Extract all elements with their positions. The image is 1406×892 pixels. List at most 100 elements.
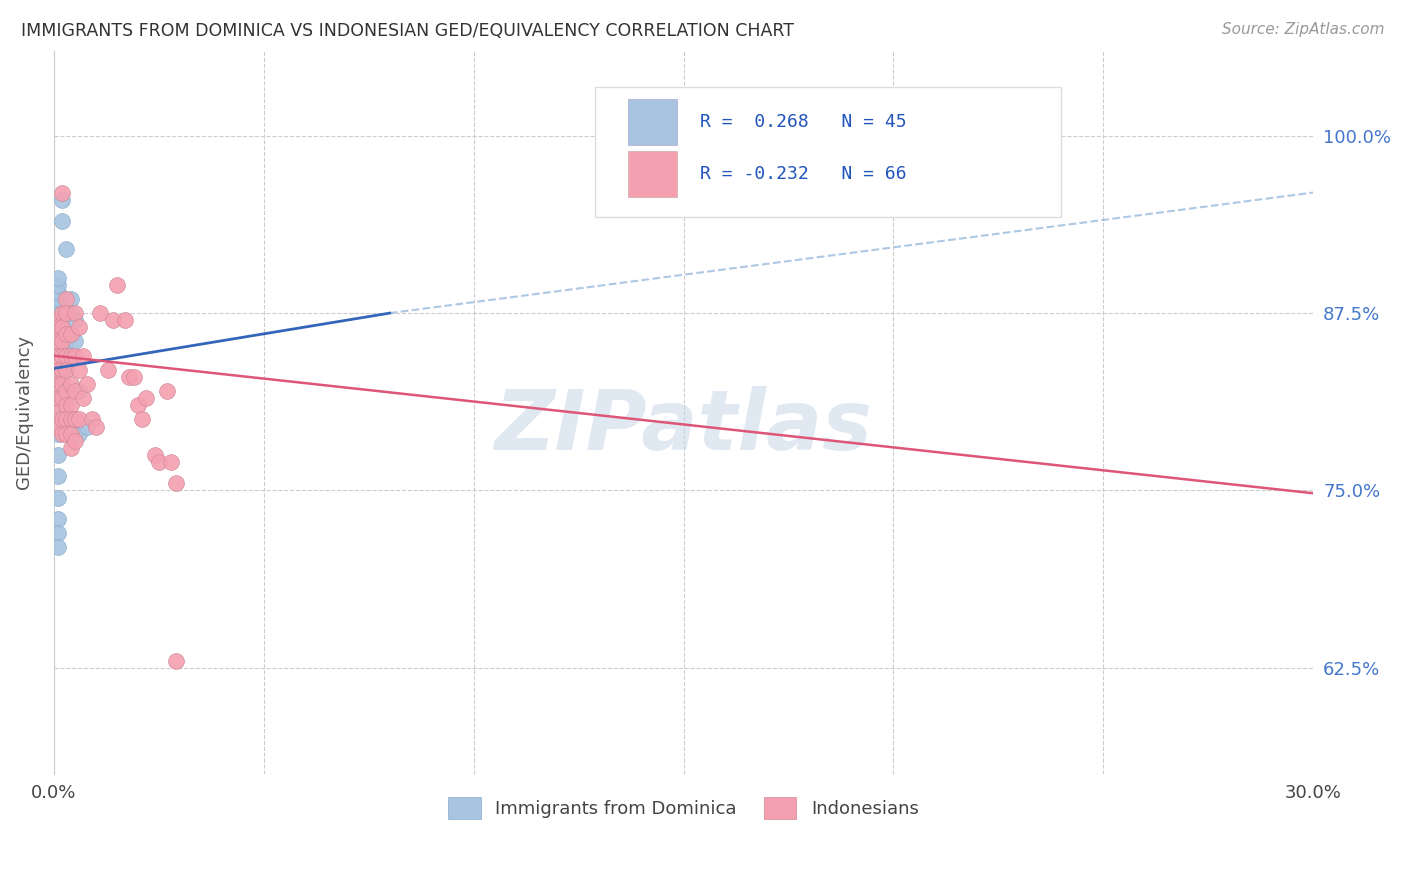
- Point: [59, 441, 82, 455]
- Point: [51, 363, 73, 377]
- Point: [46, 448, 69, 462]
- FancyBboxPatch shape: [595, 87, 1062, 217]
- Point: [46, 313, 69, 327]
- Point: [160, 455, 183, 469]
- Point: [59, 426, 82, 441]
- Point: [51, 377, 73, 392]
- Point: [59, 377, 82, 392]
- Point: [63, 313, 86, 327]
- Point: [55, 334, 77, 349]
- Point: [148, 455, 170, 469]
- Point: [46, 540, 69, 554]
- Point: [67, 412, 90, 426]
- Point: [51, 214, 73, 228]
- Point: [59, 349, 82, 363]
- Point: [55, 412, 77, 426]
- Point: [51, 349, 73, 363]
- Point: [59, 292, 82, 306]
- Point: [55, 384, 77, 398]
- Point: [122, 370, 145, 384]
- Text: ZIPatlas: ZIPatlas: [495, 386, 873, 467]
- Point: [51, 306, 73, 320]
- Point: [55, 306, 77, 320]
- Point: [55, 306, 77, 320]
- Point: [46, 469, 69, 483]
- Point: [55, 426, 77, 441]
- Point: [67, 384, 90, 398]
- Point: [55, 342, 77, 356]
- Point: [46, 412, 69, 426]
- Point: [72, 349, 94, 363]
- Point: [46, 306, 69, 320]
- Point: [55, 363, 77, 377]
- Point: [101, 313, 124, 327]
- Text: R = -0.232   N = 66: R = -0.232 N = 66: [700, 165, 907, 183]
- Point: [51, 363, 73, 377]
- Point: [76, 419, 98, 434]
- Point: [51, 334, 73, 349]
- Point: [114, 313, 136, 327]
- Point: [127, 398, 149, 412]
- Point: [46, 491, 69, 505]
- Point: [76, 377, 98, 392]
- Text: IMMIGRANTS FROM DOMINICA VS INDONESIAN GED/EQUIVALENCY CORRELATION CHART: IMMIGRANTS FROM DOMINICA VS INDONESIAN G…: [21, 22, 794, 40]
- Point: [165, 476, 187, 491]
- Point: [51, 356, 73, 370]
- Point: [59, 327, 82, 342]
- Point: [63, 434, 86, 448]
- Point: [67, 320, 90, 334]
- FancyBboxPatch shape: [628, 151, 678, 197]
- Point: [169, 823, 191, 838]
- Point: [46, 270, 69, 285]
- Point: [59, 398, 82, 412]
- Point: [80, 412, 103, 426]
- Point: [46, 426, 69, 441]
- Text: R =  0.268   N = 45: R = 0.268 N = 45: [700, 113, 907, 131]
- Point: [46, 363, 69, 377]
- Point: [46, 292, 69, 306]
- Point: [46, 313, 69, 327]
- Y-axis label: GED/Equivalency: GED/Equivalency: [15, 335, 32, 490]
- Point: [63, 334, 86, 349]
- Point: [59, 419, 82, 434]
- Point: [51, 334, 73, 349]
- Point: [84, 419, 107, 434]
- Point: [55, 292, 77, 306]
- Point: [46, 363, 69, 377]
- Point: [51, 391, 73, 405]
- Point: [67, 363, 90, 377]
- Point: [55, 327, 77, 342]
- Point: [63, 412, 86, 426]
- Point: [46, 299, 69, 313]
- Point: [46, 277, 69, 292]
- Point: [105, 277, 128, 292]
- Legend: Immigrants from Dominica, Indonesians: Immigrants from Dominica, Indonesians: [441, 790, 927, 827]
- Point: [63, 349, 86, 363]
- Point: [59, 306, 82, 320]
- Point: [46, 512, 69, 526]
- Point: [63, 306, 86, 320]
- Point: [63, 384, 86, 398]
- Text: Source: ZipAtlas.com: Source: ZipAtlas.com: [1222, 22, 1385, 37]
- Point: [156, 384, 179, 398]
- Point: [46, 327, 69, 342]
- Point: [97, 363, 120, 377]
- Point: [131, 412, 153, 426]
- Point: [46, 349, 69, 363]
- Point: [46, 526, 69, 541]
- Point: [55, 327, 77, 342]
- Point: [46, 391, 69, 405]
- Point: [55, 356, 77, 370]
- Point: [46, 349, 69, 363]
- Point: [51, 370, 73, 384]
- Point: [72, 391, 94, 405]
- Point: [55, 349, 77, 363]
- Point: [46, 419, 69, 434]
- Point: [165, 654, 187, 668]
- Point: [46, 377, 69, 392]
- Point: [51, 412, 73, 426]
- Point: [46, 285, 69, 299]
- Point: [55, 398, 77, 412]
- Point: [67, 426, 90, 441]
- FancyBboxPatch shape: [628, 99, 678, 145]
